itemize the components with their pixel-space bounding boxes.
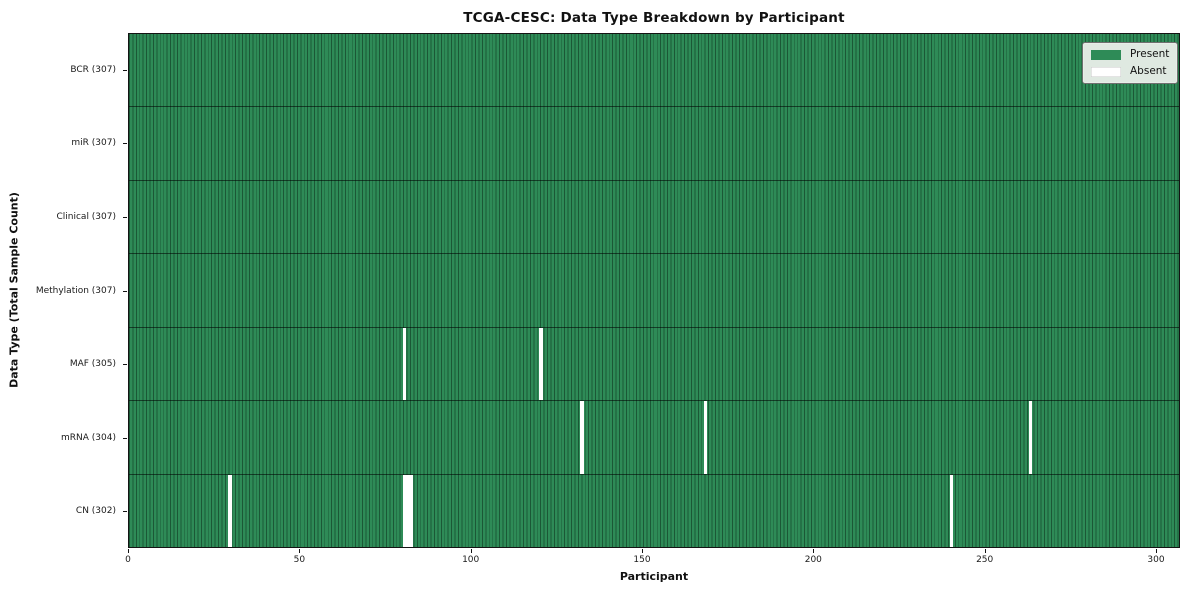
absent-swatch xyxy=(1091,66,1121,77)
xtick-label: 0 xyxy=(125,555,131,565)
heatmap-row-cn xyxy=(129,474,1179,547)
xtick-mark xyxy=(128,549,129,553)
ytick-label: BCR (307) xyxy=(70,64,116,75)
chart-title: TCGA-CESC: Data Type Breakdown by Partic… xyxy=(463,10,845,26)
xtick-mark xyxy=(299,549,301,553)
legend-label-present: Present xyxy=(1130,48,1170,60)
xtick-label: 100 xyxy=(462,555,480,565)
absent-cell xyxy=(409,474,414,547)
xtick-label: 300 xyxy=(1147,555,1165,565)
absent-cell xyxy=(539,327,543,401)
xtick-label: 150 xyxy=(633,555,651,565)
legend-label-absent: Absent xyxy=(1130,65,1167,77)
absent-cell xyxy=(406,474,410,547)
x-axis-label: Participant xyxy=(619,570,689,583)
ytick-mark xyxy=(123,364,127,366)
heatmap-row-maf xyxy=(129,327,1179,402)
absent-cell xyxy=(402,327,407,401)
legend: Present Absent xyxy=(1082,42,1178,84)
xtick-label: 50 xyxy=(293,555,306,565)
xtick-mark xyxy=(642,549,643,553)
present-swatch xyxy=(1091,49,1121,60)
ytick-mark xyxy=(123,290,127,292)
ytick-label: CN (302) xyxy=(75,506,116,517)
heatmap-row-bcr xyxy=(129,34,1179,108)
ytick-label: MAF (305) xyxy=(69,359,116,370)
y-axis: BCR (307) miR (307) Clinical (307) Methylat… xyxy=(0,33,122,548)
x-axis: 0 50 100 150 200 250 300 xyxy=(125,548,1180,578)
ytick-mark xyxy=(123,511,127,513)
plot-area xyxy=(128,33,1180,548)
legend-entry-present: Present xyxy=(1091,49,1169,60)
xtick-mark xyxy=(470,549,472,553)
xtick-label: 200 xyxy=(804,555,822,565)
absent-cell xyxy=(228,474,232,547)
ytick-label: mRNA (304) xyxy=(61,432,116,443)
absent-cell xyxy=(580,401,585,474)
ytick-mark xyxy=(123,216,127,218)
absent-cell xyxy=(703,401,708,474)
xtick-mark xyxy=(1156,549,1157,553)
absent-cell xyxy=(949,474,954,547)
heatmap-row-mrna xyxy=(129,401,1179,475)
heatmap-row-clinical xyxy=(129,180,1179,255)
xtick-mark xyxy=(984,549,986,553)
ytick-label: Clinical (307) xyxy=(56,211,116,222)
absent-cell xyxy=(402,474,407,547)
heatmap-row-mir xyxy=(129,107,1179,181)
ytick-label: Methylation (307) xyxy=(35,285,116,296)
xtick-mark xyxy=(813,549,815,553)
heatmap-row-methylation xyxy=(129,254,1179,328)
absent-cell xyxy=(1028,401,1033,474)
legend-entry-absent: Absent xyxy=(1091,66,1169,77)
ytick-mark xyxy=(123,143,127,145)
ytick-mark xyxy=(123,69,127,71)
xtick-label: 250 xyxy=(976,555,994,565)
ytick-mark xyxy=(123,437,127,439)
ytick-label: miR (307) xyxy=(71,138,116,149)
